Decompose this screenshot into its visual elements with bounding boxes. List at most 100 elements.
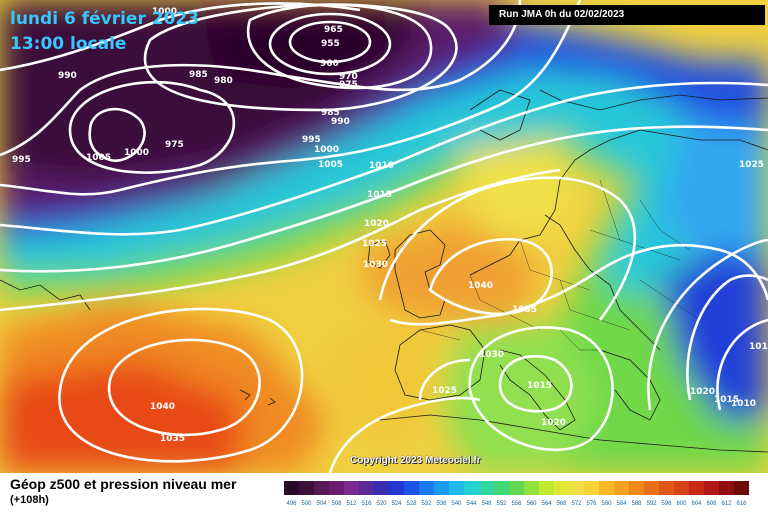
color-scale-label: 576	[586, 501, 597, 507]
color-scale-label: 560	[526, 501, 537, 507]
color-scale-swatch	[299, 481, 314, 495]
coastlines	[0, 89, 768, 453]
color-scale-swatch	[554, 481, 569, 495]
isobar-label: 1010	[749, 342, 768, 352]
forecast-time: 13:00 locale	[10, 34, 127, 54]
isobar-label: 1030	[363, 260, 388, 270]
color-scale-label: 572	[571, 501, 582, 507]
color-scale-label: 528	[406, 501, 417, 507]
color-scale: 496 500 504 508 512 516 520 524 528 532 536 540 544 5…	[284, 481, 749, 507]
color-scale-label: 544	[466, 501, 477, 507]
color-scale-swatch	[464, 481, 479, 495]
color-scale-label: 584	[616, 501, 627, 507]
color-scale-swatch	[704, 481, 719, 495]
color-scale-label: 496	[286, 501, 297, 507]
geopotential-field	[0, 0, 768, 473]
isobar-label: 1040	[150, 402, 175, 412]
color-scale-swatch	[419, 481, 434, 495]
legend-subtitle: (+108h)	[10, 494, 49, 506]
color-scale-label: 552	[496, 501, 507, 507]
color-scale-swatch	[509, 481, 524, 495]
color-scale-label: 536	[436, 501, 447, 507]
color-scale-swatch	[329, 481, 344, 495]
color-scale-swatch	[674, 481, 689, 495]
isobar-label: 1015	[527, 381, 552, 391]
color-scale-label: 520	[376, 501, 387, 507]
color-scale-label: 596	[661, 501, 672, 507]
isobar-label: 1025	[362, 239, 387, 249]
color-scale-swatch	[449, 481, 464, 495]
color-scale-label: 580	[601, 501, 612, 507]
color-scale-swatch	[479, 481, 494, 495]
isobar-label: 1010	[369, 161, 394, 171]
color-scale-label: 500	[301, 501, 312, 507]
color-scale-swatch	[584, 481, 599, 495]
color-scale-label: 608	[706, 501, 717, 507]
isobar-label: 955	[321, 39, 340, 49]
isobar-label: 1015	[714, 395, 739, 405]
isobar-label: 1035	[160, 434, 185, 444]
isobar-label: 1000	[152, 7, 177, 17]
isobar-label: 1035	[512, 305, 537, 315]
isobar-label: 1020	[541, 418, 566, 428]
color-scale-label: 504	[316, 501, 327, 507]
isobar-label: 1000	[314, 145, 339, 155]
color-scale-swatch	[689, 481, 704, 495]
color-scale-swatch	[569, 481, 584, 495]
isobar-label: 980	[214, 76, 233, 86]
color-scale-swatch	[434, 481, 449, 495]
isobar-label: 1020	[690, 387, 715, 397]
color-scale-labels: 496 500 504 508 512 516 520 524 528 532 536 540 544 5…	[286, 501, 747, 507]
color-scale-label: 568	[556, 501, 567, 507]
color-scale-label: 604	[691, 501, 702, 507]
color-scale-label: 592	[646, 501, 657, 507]
color-scale-swatch	[404, 481, 419, 495]
color-scale-swatch	[314, 481, 329, 495]
color-scale-swatch	[284, 481, 299, 495]
color-scale-swatches	[284, 481, 749, 495]
color-scale-label: 508	[331, 501, 342, 507]
color-scale-swatch	[494, 481, 509, 495]
isobar-label: 965	[324, 25, 343, 35]
color-scale-swatch	[719, 481, 734, 495]
isobar-label: 1005	[86, 153, 111, 163]
color-scale-label: 588	[631, 501, 642, 507]
color-scale-label: 512	[346, 501, 357, 507]
legend-title: Géop z500 et pression niveau mer	[10, 476, 237, 492]
color-scale-swatch	[389, 481, 404, 495]
color-scale-swatch	[734, 481, 749, 495]
color-scale-label: 532	[421, 501, 432, 507]
color-scale-swatch	[599, 481, 614, 495]
isobar-label: 1025	[432, 386, 457, 396]
forecast-date: lundi 6 février 2023	[10, 9, 200, 29]
color-scale-swatch	[644, 481, 659, 495]
isobar-label: 985	[321, 108, 340, 118]
weather-map: 965 955 960 970 975 985 980 990 975 1000…	[0, 0, 768, 473]
isobar-label: 995	[12, 155, 31, 165]
isobar-labels: 965 955 960 970 975 985 980 990 975 1000…	[12, 7, 768, 444]
isobar-label: 990	[331, 117, 350, 127]
color-scale-label: 540	[451, 501, 462, 507]
color-scale-swatch	[524, 481, 539, 495]
color-scale-label: 548	[481, 501, 492, 507]
color-scale-label: 516	[361, 501, 372, 507]
color-scale-label: 612	[721, 501, 732, 507]
color-scale-swatch	[629, 481, 644, 495]
isobar-label: 1000	[124, 148, 149, 158]
isobar-label: 1020	[364, 219, 389, 229]
color-scale-swatch	[359, 481, 374, 495]
isobar-label: 960	[320, 59, 339, 69]
copyright-notice: Copyright 2023 Meteociel.fr	[350, 455, 481, 466]
color-scale-label: 600	[676, 501, 687, 507]
isobar-label: 1010	[731, 399, 756, 409]
model-run-label: Run JMA 0h du 02/02/2023	[489, 5, 765, 25]
color-scale-swatch	[374, 481, 389, 495]
isobar-label: 1040	[468, 281, 493, 291]
isobar-label: 975	[339, 80, 358, 90]
isobars	[0, 0, 768, 473]
color-scale-swatch	[659, 481, 674, 495]
isobar-label: 975	[165, 140, 184, 150]
isobar-label: 990	[58, 71, 77, 81]
isobar-label: 1015	[367, 190, 392, 200]
color-scale-label: 556	[511, 501, 522, 507]
